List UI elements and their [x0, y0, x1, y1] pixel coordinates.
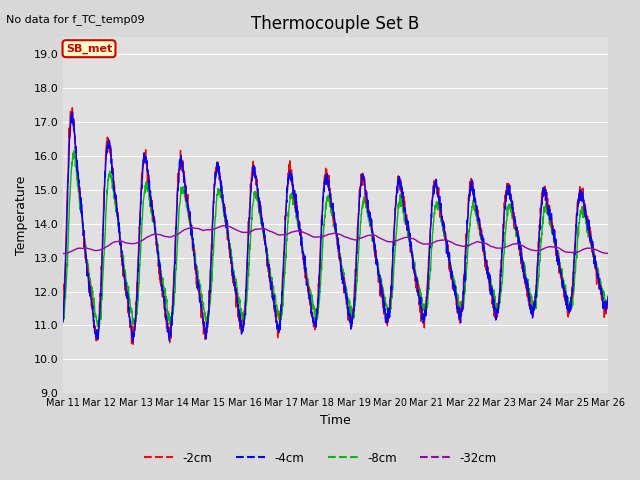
Line: -8cm: -8cm	[63, 150, 608, 328]
-4cm	[572, 241, 579, 247]
-4cm	[212, 175, 220, 181]
-4cm	[364, 205, 371, 211]
-2cm	[364, 198, 371, 204]
Text: SB_met: SB_met	[66, 44, 112, 54]
-8cm	[60, 316, 67, 322]
-8cm	[556, 260, 564, 266]
-32cm	[60, 251, 67, 256]
-8cm	[572, 269, 579, 275]
Y-axis label: Temperature: Temperature	[15, 176, 28, 255]
-2cm	[494, 306, 502, 312]
-4cm	[604, 293, 612, 299]
-8cm	[70, 147, 77, 153]
Line: -4cm: -4cm	[63, 112, 608, 342]
-2cm	[60, 303, 67, 309]
Title: Thermocouple Set B: Thermocouple Set B	[252, 15, 420, 33]
-32cm	[364, 233, 371, 239]
-4cm	[129, 339, 136, 345]
-2cm	[604, 297, 612, 302]
-8cm	[494, 301, 502, 307]
-4cm	[60, 319, 67, 324]
-32cm	[351, 237, 359, 243]
-2cm	[556, 265, 564, 271]
Line: -2cm: -2cm	[63, 108, 608, 344]
-4cm	[68, 109, 76, 115]
-8cm	[352, 296, 360, 302]
-32cm	[219, 223, 227, 228]
-4cm	[494, 310, 502, 315]
-2cm	[68, 105, 76, 110]
Line: -32cm: -32cm	[63, 226, 608, 253]
-4cm	[352, 273, 360, 279]
-8cm	[604, 298, 612, 304]
-2cm	[129, 341, 137, 347]
-8cm	[95, 325, 103, 331]
-2cm	[352, 274, 360, 280]
Legend: -2cm, -4cm, -8cm, -32cm: -2cm, -4cm, -8cm, -32cm	[139, 447, 501, 469]
-8cm	[364, 209, 371, 215]
-2cm	[212, 173, 220, 179]
-32cm	[211, 226, 219, 231]
-32cm	[604, 251, 612, 256]
-32cm	[572, 249, 579, 255]
Text: No data for f_TC_temp09: No data for f_TC_temp09	[6, 14, 145, 25]
-2cm	[572, 230, 579, 236]
X-axis label: Time: Time	[320, 414, 351, 427]
-4cm	[556, 269, 564, 275]
-32cm	[494, 245, 502, 251]
-8cm	[212, 214, 220, 219]
-32cm	[556, 246, 564, 252]
